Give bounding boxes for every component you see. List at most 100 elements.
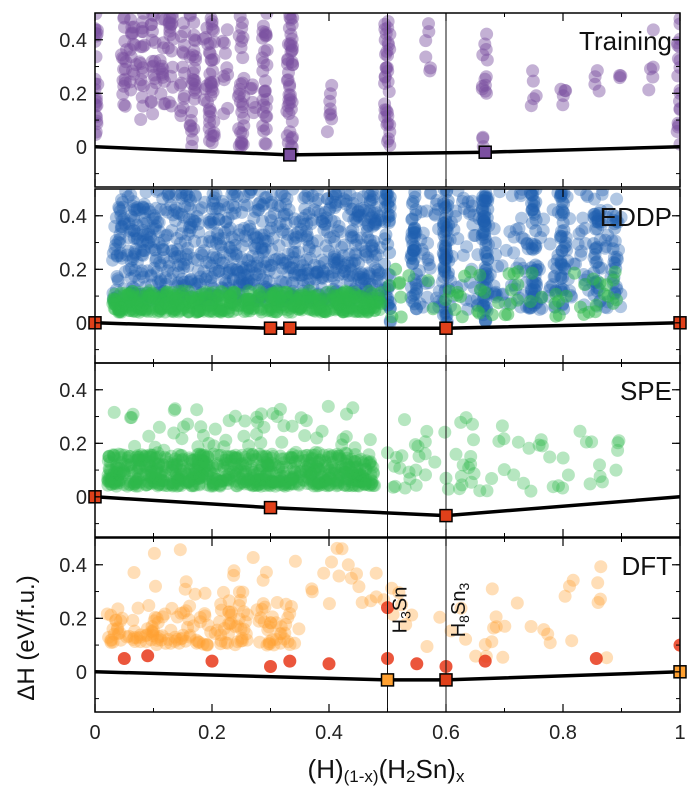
data-point bbox=[243, 189, 257, 199]
data-point bbox=[551, 248, 565, 262]
data-point bbox=[205, 136, 219, 150]
data-point bbox=[292, 245, 306, 259]
data-point bbox=[162, 15, 176, 29]
data-point bbox=[176, 303, 190, 316]
data-point bbox=[115, 305, 128, 319]
data-point bbox=[337, 267, 350, 281]
data-point bbox=[321, 399, 335, 413]
data-point bbox=[324, 213, 338, 227]
data-point bbox=[227, 189, 241, 203]
data-point bbox=[130, 296, 144, 310]
data-point bbox=[283, 88, 297, 102]
data-point bbox=[196, 293, 210, 307]
data-point bbox=[254, 286, 268, 300]
data-point bbox=[409, 203, 423, 217]
data-point bbox=[195, 235, 209, 249]
data-point bbox=[238, 293, 252, 307]
data-point bbox=[317, 304, 331, 317]
data-point bbox=[409, 287, 422, 301]
data-point bbox=[536, 224, 550, 237]
data-point bbox=[330, 541, 344, 555]
data-point bbox=[285, 287, 299, 300]
data-point bbox=[243, 304, 257, 318]
data-point bbox=[115, 251, 129, 265]
data-point bbox=[526, 74, 540, 88]
data-point bbox=[259, 26, 273, 40]
data-point bbox=[135, 294, 149, 308]
data-point bbox=[210, 226, 224, 240]
data-point bbox=[478, 205, 492, 219]
data-point bbox=[166, 302, 180, 316]
data-point bbox=[205, 53, 219, 67]
data-point bbox=[555, 208, 568, 222]
data-point bbox=[180, 189, 194, 201]
data-point bbox=[267, 305, 281, 318]
data-point bbox=[382, 298, 395, 312]
data-point bbox=[272, 295, 286, 308]
data-point bbox=[428, 207, 442, 221]
x-axis-label-part-b: (H bbox=[379, 754, 406, 784]
data-point bbox=[354, 266, 368, 280]
data-point bbox=[222, 277, 236, 291]
data-point bbox=[287, 289, 301, 303]
data-point bbox=[482, 219, 496, 233]
data-point bbox=[242, 301, 256, 315]
data-point bbox=[284, 28, 298, 41]
data-point bbox=[277, 209, 291, 223]
data-point bbox=[554, 258, 568, 271]
data-point bbox=[113, 232, 127, 246]
data-point bbox=[383, 125, 397, 139]
data-point bbox=[414, 233, 428, 247]
data-point bbox=[298, 189, 312, 203]
data-point bbox=[438, 239, 452, 253]
data-point bbox=[175, 278, 189, 292]
data-point bbox=[409, 278, 423, 292]
data-point bbox=[95, 34, 102, 48]
data-point bbox=[410, 302, 423, 316]
data-point bbox=[204, 89, 218, 103]
data-point bbox=[350, 268, 364, 282]
data-point bbox=[203, 286, 217, 300]
data-point bbox=[202, 288, 216, 302]
data-point bbox=[187, 74, 201, 87]
data-point bbox=[118, 34, 132, 48]
data-point bbox=[441, 198, 455, 212]
data-point bbox=[299, 263, 313, 277]
data-point bbox=[242, 275, 256, 289]
data-point bbox=[282, 66, 295, 79]
data-point bbox=[341, 290, 355, 304]
data-point bbox=[590, 255, 604, 269]
data-point bbox=[163, 24, 177, 38]
data-point bbox=[264, 660, 277, 673]
data-point bbox=[188, 74, 202, 88]
data-point bbox=[215, 256, 229, 270]
data-point bbox=[247, 273, 261, 287]
data-point bbox=[177, 89, 191, 103]
data-point bbox=[609, 209, 623, 223]
data-point bbox=[145, 82, 159, 96]
data-point bbox=[437, 264, 451, 278]
data-point bbox=[127, 20, 141, 34]
data-point bbox=[255, 51, 269, 65]
data-point bbox=[313, 295, 327, 309]
data-point bbox=[264, 294, 278, 308]
data-point bbox=[165, 13, 179, 25]
data-point bbox=[292, 302, 306, 316]
data-point bbox=[205, 83, 218, 97]
data-point bbox=[608, 217, 621, 231]
data-point bbox=[310, 265, 324, 279]
data-point bbox=[330, 252, 344, 266]
data-point bbox=[205, 14, 219, 28]
data-point bbox=[202, 215, 216, 229]
data-point bbox=[135, 25, 149, 39]
data-point bbox=[441, 482, 455, 496]
data-point bbox=[379, 189, 393, 201]
data-point bbox=[477, 225, 491, 239]
data-point bbox=[394, 290, 408, 304]
data-point bbox=[275, 289, 289, 303]
data-point bbox=[556, 216, 570, 230]
data-point bbox=[297, 279, 311, 293]
data-point bbox=[285, 115, 299, 128]
data-point bbox=[150, 611, 164, 625]
